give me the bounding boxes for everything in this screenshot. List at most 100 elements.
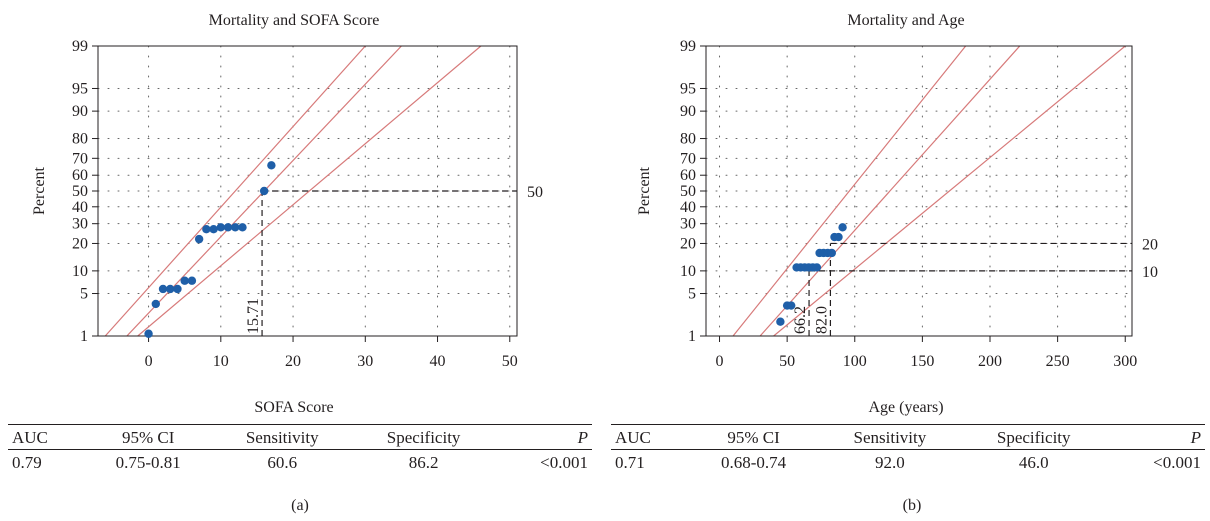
data-point	[194, 234, 204, 244]
stats-value-row: 0.71 0.68-0.74 92.0 46.0 <0.001	[611, 450, 1205, 477]
specificity-header: Specificity	[352, 424, 495, 450]
data-point	[787, 301, 796, 310]
x-tick-label: 250	[1046, 353, 1070, 370]
data-point	[812, 263, 822, 272]
specificity-header: Specificity	[961, 424, 1107, 450]
grid	[98, 46, 517, 336]
x-tick-label: 300	[1113, 353, 1137, 370]
plot-frame	[705, 45, 1133, 337]
data-point	[776, 317, 785, 326]
data-point	[202, 224, 211, 234]
p-value: <0.001	[540, 453, 588, 472]
sensitivity-header: Sensitivity	[818, 424, 962, 450]
cutoff-y-label: 20	[1142, 236, 1158, 253]
panel-label-a: (a)	[291, 497, 309, 514]
auc-header: AUC	[611, 424, 689, 450]
y-axis-label: Percent	[31, 166, 48, 215]
auc-value: 0.79	[12, 453, 42, 472]
y-tick-label: 20	[72, 235, 88, 252]
fit-line-3	[137, 46, 482, 336]
data-points	[144, 161, 276, 338]
y-tick-label: 40	[72, 199, 88, 216]
x-tick-label: 0	[145, 353, 153, 370]
y-tick-label: 5	[80, 286, 88, 303]
x-tick-label: 30	[357, 353, 373, 370]
y-tick-label: 50	[72, 183, 88, 200]
data-point	[838, 223, 847, 232]
cutoff-y-label: 10	[1142, 264, 1158, 281]
ci-header: 95% CI	[688, 424, 819, 450]
y-tick-label: 5	[688, 286, 696, 303]
y-tick-label: 10	[680, 263, 696, 280]
ci-value: 0.75-0.81	[115, 453, 181, 472]
fit-lines	[732, 46, 1126, 336]
panel-label-b: (b)	[902, 497, 922, 514]
cutoff-x-label: 82.0	[813, 306, 830, 334]
x-axis-label: Age (years)	[868, 399, 943, 416]
x-tick-label: 150	[910, 353, 934, 370]
stats-value-row: 0.79 0.75-0.81 60.6 86.2 <0.001	[8, 450, 592, 477]
auc-value: 0.71	[615, 453, 645, 472]
y-tick-label: 30	[680, 216, 696, 233]
y-tick-label: 30	[72, 216, 88, 233]
data-point	[834, 232, 843, 242]
x-tick-label: 0	[716, 353, 724, 370]
y-tick-label: 90	[680, 103, 696, 120]
p-value: <0.001	[1153, 453, 1201, 472]
data-point	[259, 186, 269, 196]
fit-line-2	[759, 46, 1021, 336]
chart-title: Mortality and Age	[847, 12, 964, 29]
cutoff-y-label: 50	[527, 184, 543, 201]
y-tick-label: 99	[72, 38, 88, 55]
data-point	[238, 223, 247, 232]
ci-value: 0.68-0.74	[720, 453, 787, 472]
chart-title: Mortality and SOFA Score	[209, 12, 380, 29]
data-point	[158, 284, 168, 294]
data-point	[166, 284, 175, 294]
data-points	[776, 223, 847, 326]
x-axis-label: SOFA Score	[254, 399, 333, 416]
cutoff-x-label: 15.71	[245, 298, 262, 334]
data-point	[209, 224, 218, 234]
y-tick-label: 95	[72, 80, 88, 97]
sensitivity-header: Sensitivity	[211, 424, 353, 450]
x-tick-label: 50	[779, 353, 795, 370]
y-axis-label: Percent	[636, 166, 653, 215]
y-tick-label: 80	[680, 131, 696, 148]
x-tick-label: 20	[285, 353, 301, 370]
panel-age: 1 5 10 20 30 40 50 60 70 80 90 95 99 0 50 100 150 200 250 3…	[605, 0, 1210, 521]
data-point	[180, 276, 189, 285]
cutoff-x-label: 66.2	[792, 306, 809, 334]
y-tick-label: 60	[72, 167, 88, 184]
fit-line-3	[773, 46, 1126, 336]
specificity-value: 46.0	[1018, 453, 1049, 472]
y-tick-label: 60	[680, 167, 696, 184]
stats-table-age: AUC 95% CI Sensitivity Specificity P 0.7…	[611, 424, 1205, 476]
data-point	[267, 161, 276, 170]
y-tick-label: 70	[680, 150, 696, 167]
ci-header: 95% CI	[84, 424, 212, 450]
stats-header-row: AUC 95% CI Sensitivity Specificity P	[8, 424, 592, 450]
p-header: P	[494, 424, 592, 450]
x-tick-label: 10	[213, 353, 229, 370]
y-tick-label: 80	[72, 131, 88, 148]
auc-header: AUC	[8, 424, 85, 450]
p-header: P	[1106, 424, 1205, 450]
fit-line-1	[732, 46, 967, 336]
y-tick-label: 90	[72, 103, 88, 120]
y-tick-label: 95	[680, 80, 696, 97]
x-tick-label: 40	[430, 353, 446, 370]
fit-line-1	[104, 46, 366, 336]
sensitivity-value: 60.6	[267, 453, 298, 472]
x-tick-label: 50	[502, 353, 518, 370]
stats-table-sofa: AUC 95% CI Sensitivity Specificity P 0.7…	[8, 424, 592, 476]
grid	[706, 46, 1132, 336]
data-point	[187, 276, 197, 285]
y-tick-label: 20	[680, 235, 696, 252]
data-point	[216, 223, 226, 232]
y-tick-label: 1	[688, 328, 696, 345]
x-tick-label: 100	[843, 353, 867, 370]
y-tick-label: 10	[72, 263, 88, 280]
y-tick-label: 1	[80, 328, 88, 345]
